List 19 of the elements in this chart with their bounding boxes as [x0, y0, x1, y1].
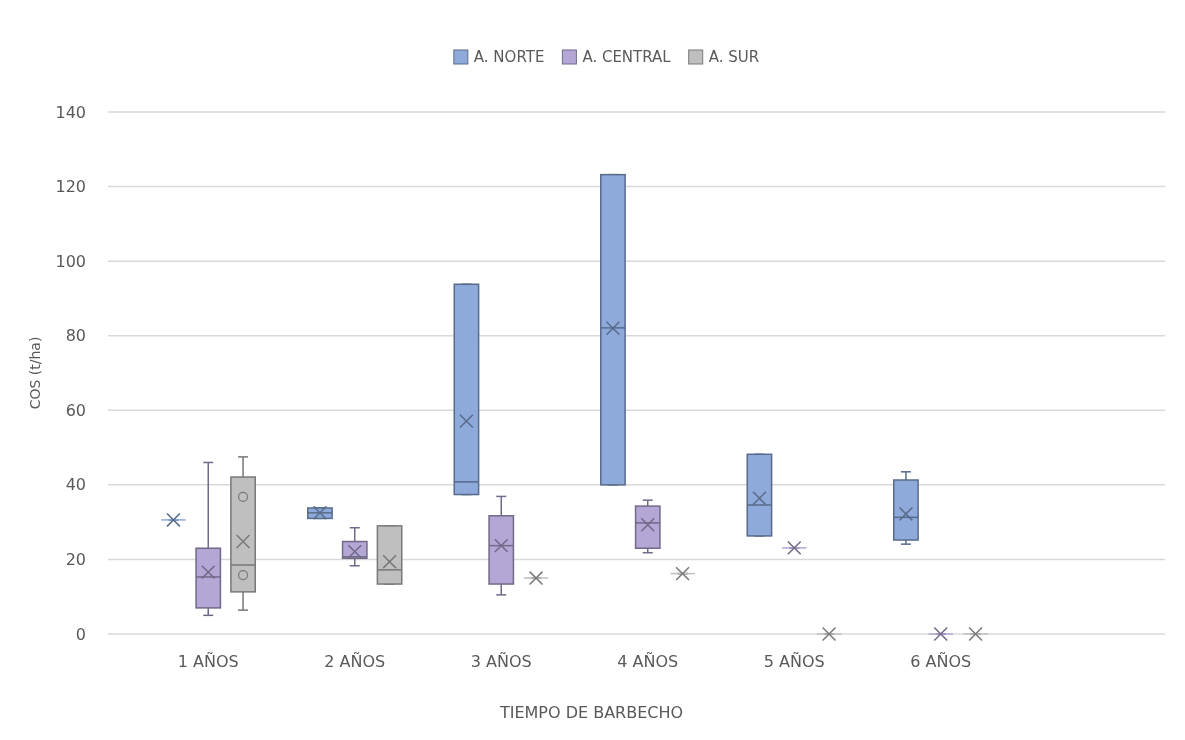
x-tick-label: 5 AÑOS	[763, 652, 825, 672]
x-tick-label: 6 AÑOS	[910, 652, 972, 672]
legend-label: A. SUR	[708, 48, 760, 66]
x-tick-label: 3 AÑOS	[470, 652, 532, 672]
x-tick-label: 4 AÑOS	[617, 652, 679, 672]
y-tick-label: 120	[55, 177, 86, 197]
y-tick-label: 20	[65, 550, 86, 570]
legend-label: A. CENTRAL	[582, 48, 672, 66]
y-tick-label: 60	[65, 400, 86, 420]
x-tick-label: 1 AÑOS	[177, 652, 239, 672]
y-tick-label: 80	[65, 326, 86, 346]
x-axis-title: TIEMPO DE BARBECHO	[498, 703, 684, 722]
y-tick-label: 140	[55, 102, 86, 122]
y-axis-title: COS (t/ha)	[27, 336, 43, 410]
x-tick-label: 2 AÑOS	[324, 652, 386, 672]
y-tick-label: 40	[65, 475, 86, 495]
legend-label: A. NORTE	[473, 48, 545, 66]
y-tick-label: 0	[75, 624, 86, 644]
y-tick-label: 100	[55, 251, 86, 271]
